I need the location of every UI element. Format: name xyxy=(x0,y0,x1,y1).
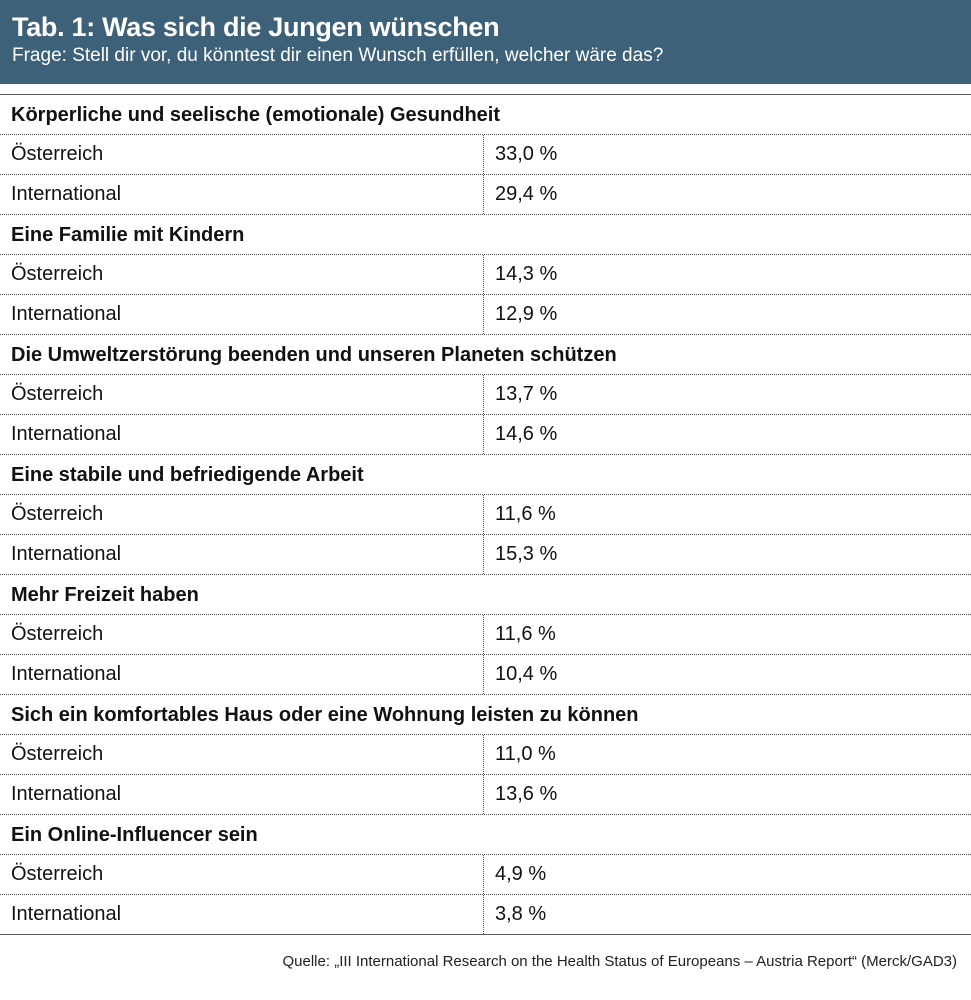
table-group: Eine stabile und befriedigende Arbeit Ös… xyxy=(0,455,971,575)
region-cell: Österreich xyxy=(0,615,484,654)
region-cell: Österreich xyxy=(0,135,484,174)
value-cell: 11,6 % xyxy=(495,503,556,525)
table-row: Österreich 13,7 % xyxy=(0,375,971,415)
group-heading: Die Umweltzerstörung beenden und unseren… xyxy=(0,335,971,375)
table-group: Die Umweltzerstörung beenden und unseren… xyxy=(0,335,971,455)
region-cell: International xyxy=(0,535,484,574)
value-cell: 4,9 % xyxy=(495,863,547,885)
value-cell: 14,6 % xyxy=(495,423,558,445)
value-cell: 33,0 % xyxy=(495,143,558,165)
group-heading: Ein Online-Influencer sein xyxy=(0,815,971,855)
region-cell: International xyxy=(0,775,484,814)
table-row: International 14,6 % xyxy=(0,415,971,455)
value-cell: 11,0 % xyxy=(495,743,556,765)
table-row: International 13,6 % xyxy=(0,775,971,815)
region-cell: Österreich xyxy=(0,375,484,414)
table-row: Österreich 14,3 % xyxy=(0,255,971,295)
table-row: International 15,3 % xyxy=(0,535,971,575)
value-cell: 29,4 % xyxy=(495,183,558,205)
region-cell: Österreich xyxy=(0,495,484,534)
group-heading: Mehr Freizeit haben xyxy=(0,575,971,615)
table-row: International 29,4 % xyxy=(0,175,971,215)
source-note: Quelle: „III International Research on t… xyxy=(282,953,958,970)
value-cell: 10,4 % xyxy=(495,663,558,685)
table-row: Österreich 4,9 % xyxy=(0,855,971,895)
region-cell: International xyxy=(0,295,484,334)
table-row: International 10,4 % xyxy=(0,655,971,695)
group-heading: Körperliche und seelische (emotionale) G… xyxy=(0,95,971,135)
group-heading: Eine stabile und befriedigende Arbeit xyxy=(0,455,971,495)
value-cell: 14,3 % xyxy=(495,263,558,285)
table-row: Österreich 11,6 % xyxy=(0,615,971,655)
value-cell: 15,3 % xyxy=(495,543,558,565)
group-heading: Sich ein komfortables Haus oder eine Woh… xyxy=(0,695,971,735)
region-cell: Österreich xyxy=(0,855,484,894)
table-row: Österreich 11,6 % xyxy=(0,495,971,535)
region-cell: International xyxy=(0,175,484,214)
table-row: International 3,8 % xyxy=(0,895,971,935)
value-cell: 3,8 % xyxy=(495,903,547,925)
region-cell: International xyxy=(0,415,484,454)
table-group: Ein Online-Influencer sein Österreich 4,… xyxy=(0,815,971,935)
table-group: Eine Familie mit Kindern Österreich 14,3… xyxy=(0,215,971,335)
table-group: Körperliche und seelische (emotionale) G… xyxy=(0,95,971,215)
table-row: Österreich 11,0 % xyxy=(0,735,971,775)
region-cell: Österreich xyxy=(0,255,484,294)
value-cell: 12,9 % xyxy=(495,303,558,325)
table-title: Tab. 1: Was sich die Jungen wünschen xyxy=(12,12,500,42)
value-cell: 11,6 % xyxy=(495,623,556,645)
table-row: International 12,9 % xyxy=(0,295,971,335)
value-cell: 13,7 % xyxy=(495,383,558,405)
value-cell: 13,6 % xyxy=(495,783,558,805)
table-group: Mehr Freizeit haben Österreich 11,6 % In… xyxy=(0,575,971,695)
table-row: Österreich 33,0 % xyxy=(0,135,971,175)
region-cell: International xyxy=(0,655,484,694)
group-heading: Eine Familie mit Kindern xyxy=(0,215,971,255)
region-cell: Österreich xyxy=(0,735,484,774)
table-subtitle: Frage: Stell dir vor, du könntest dir ei… xyxy=(12,45,664,66)
table-group: Sich ein komfortables Haus oder eine Woh… xyxy=(0,695,971,815)
region-cell: International xyxy=(0,895,484,934)
table-header: Tab. 1: Was sich die Jungen wünschen Fra… xyxy=(0,0,971,84)
survey-table: Körperliche und seelische (emotionale) G… xyxy=(0,94,971,935)
